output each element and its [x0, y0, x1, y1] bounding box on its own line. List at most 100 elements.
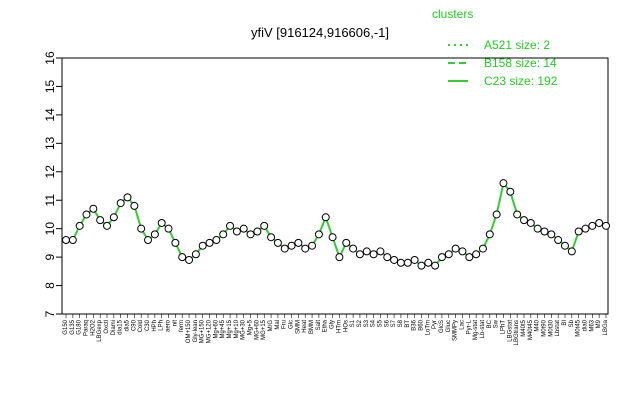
x-tick-label: Mg+45	[220, 319, 226, 338]
data-point	[355, 250, 364, 259]
x-tick-label: Mg-stat	[473, 320, 479, 340]
y-tick-label: 15	[43, 79, 57, 93]
data-point	[513, 210, 522, 219]
x-tick-label: MG+15	[261, 319, 267, 340]
data-point	[574, 227, 583, 236]
x-tick-label: S7	[391, 319, 397, 327]
data-point	[273, 238, 282, 247]
data-point	[294, 238, 303, 247]
data-point	[547, 230, 556, 239]
legend-entry-label: C23 size: 192	[484, 74, 558, 88]
data-point	[417, 261, 426, 270]
x-tick-label: HOs	[343, 320, 349, 332]
data-point	[567, 247, 576, 256]
chart-title: yfiV [916124,916606,-1]	[251, 25, 389, 40]
data-point	[62, 236, 70, 245]
x-tick-label: aero	[166, 319, 172, 332]
data-point	[465, 253, 474, 262]
x-tick-label: M63	[589, 319, 595, 331]
y-tick-label: 8	[43, 282, 57, 289]
x-tick-label: Mg+5	[248, 319, 254, 335]
x-tick-label: Lac	[459, 320, 465, 330]
y-tick-label: 10	[43, 222, 57, 236]
x-tick-label: Gly-lean	[193, 320, 199, 342]
data-point	[342, 238, 351, 247]
x-tick-label: OM+150	[186, 319, 192, 343]
data-point	[431, 261, 440, 270]
x-tick-label: MG+30	[241, 319, 247, 340]
x-tick-label: M40t5	[521, 319, 527, 336]
x-tick-label: BC	[487, 319, 493, 328]
x-tick-label: M0t90	[541, 319, 547, 336]
data-point	[485, 230, 494, 239]
data-point	[410, 255, 419, 264]
data-point	[178, 253, 187, 262]
x-tick-label: C30	[145, 319, 151, 331]
data-point	[390, 255, 399, 264]
x-tick-label: M0t45	[576, 319, 582, 336]
x-tick-label: S1	[350, 319, 356, 327]
x-tick-label: MG+120	[207, 319, 213, 343]
x-tick-label: dia5	[125, 319, 131, 331]
x-tick-label: B36	[412, 319, 418, 330]
data-point	[560, 241, 569, 250]
x-tick-label: Diami	[111, 320, 117, 335]
data-point	[198, 241, 207, 250]
x-tick-label: BT	[405, 320, 411, 328]
x-tick-label: M40	[535, 319, 541, 331]
data-point	[328, 233, 337, 242]
legend-title: clusters	[432, 7, 473, 21]
x-tick-label: Lbstat	[555, 320, 561, 337]
data-point	[205, 238, 214, 247]
x-tick-label: BMM	[309, 320, 315, 334]
x-tick-label: MG+60	[254, 319, 260, 340]
data-point	[246, 230, 255, 239]
x-tick-label: Pyr	[432, 320, 438, 329]
data-point	[369, 250, 378, 259]
data-point	[96, 216, 105, 225]
data-point	[287, 241, 296, 250]
x-tick-label: S8	[398, 319, 404, 327]
data-point	[116, 199, 125, 208]
x-tick-label: S4	[371, 319, 377, 327]
x-tick-label: C90	[131, 319, 137, 331]
x-tick-label: B60	[418, 319, 424, 330]
x-tick-label: Mg+60	[213, 319, 219, 338]
x-tick-label: Etha	[323, 319, 329, 332]
x-tick-label: dia0	[582, 319, 588, 331]
data-point	[362, 247, 371, 256]
data-point	[130, 201, 139, 210]
data-point	[253, 227, 262, 236]
x-tick-label: Heat	[302, 320, 308, 333]
y-tick-label: 7	[43, 310, 57, 317]
x-tick-label: LPh	[159, 320, 165, 331]
x-tick-label: M0t30	[548, 319, 554, 336]
x-tick-label: LBGa	[603, 319, 609, 335]
data-point	[89, 204, 98, 213]
y-tick-label: 14	[43, 108, 57, 122]
x-tick-label: S5	[377, 319, 383, 327]
data-point	[103, 221, 112, 230]
x-tick-label: S2	[357, 319, 363, 327]
data-point	[533, 224, 542, 233]
y-tick-label: 13	[43, 136, 57, 150]
data-point	[540, 227, 549, 236]
y-tick-label: 16	[43, 51, 57, 65]
data-point	[171, 238, 180, 247]
data-point	[321, 213, 330, 222]
data-point	[554, 236, 563, 245]
x-tick-label: Pyr-L	[466, 319, 472, 334]
x-tick-label: G135	[70, 319, 76, 334]
data-point	[588, 221, 597, 230]
plot-frame	[61, 57, 609, 315]
x-tick-label: GlcS	[439, 320, 445, 333]
x-tick-label: M/G	[268, 320, 274, 332]
data-point	[226, 221, 235, 230]
data-point	[506, 187, 515, 196]
x-tick-label: Sb	[569, 319, 575, 327]
x-tick-label: Lb-stat	[480, 320, 486, 339]
x-tick-label: SMM	[295, 320, 301, 334]
x-tick-label: Cold	[138, 320, 144, 332]
